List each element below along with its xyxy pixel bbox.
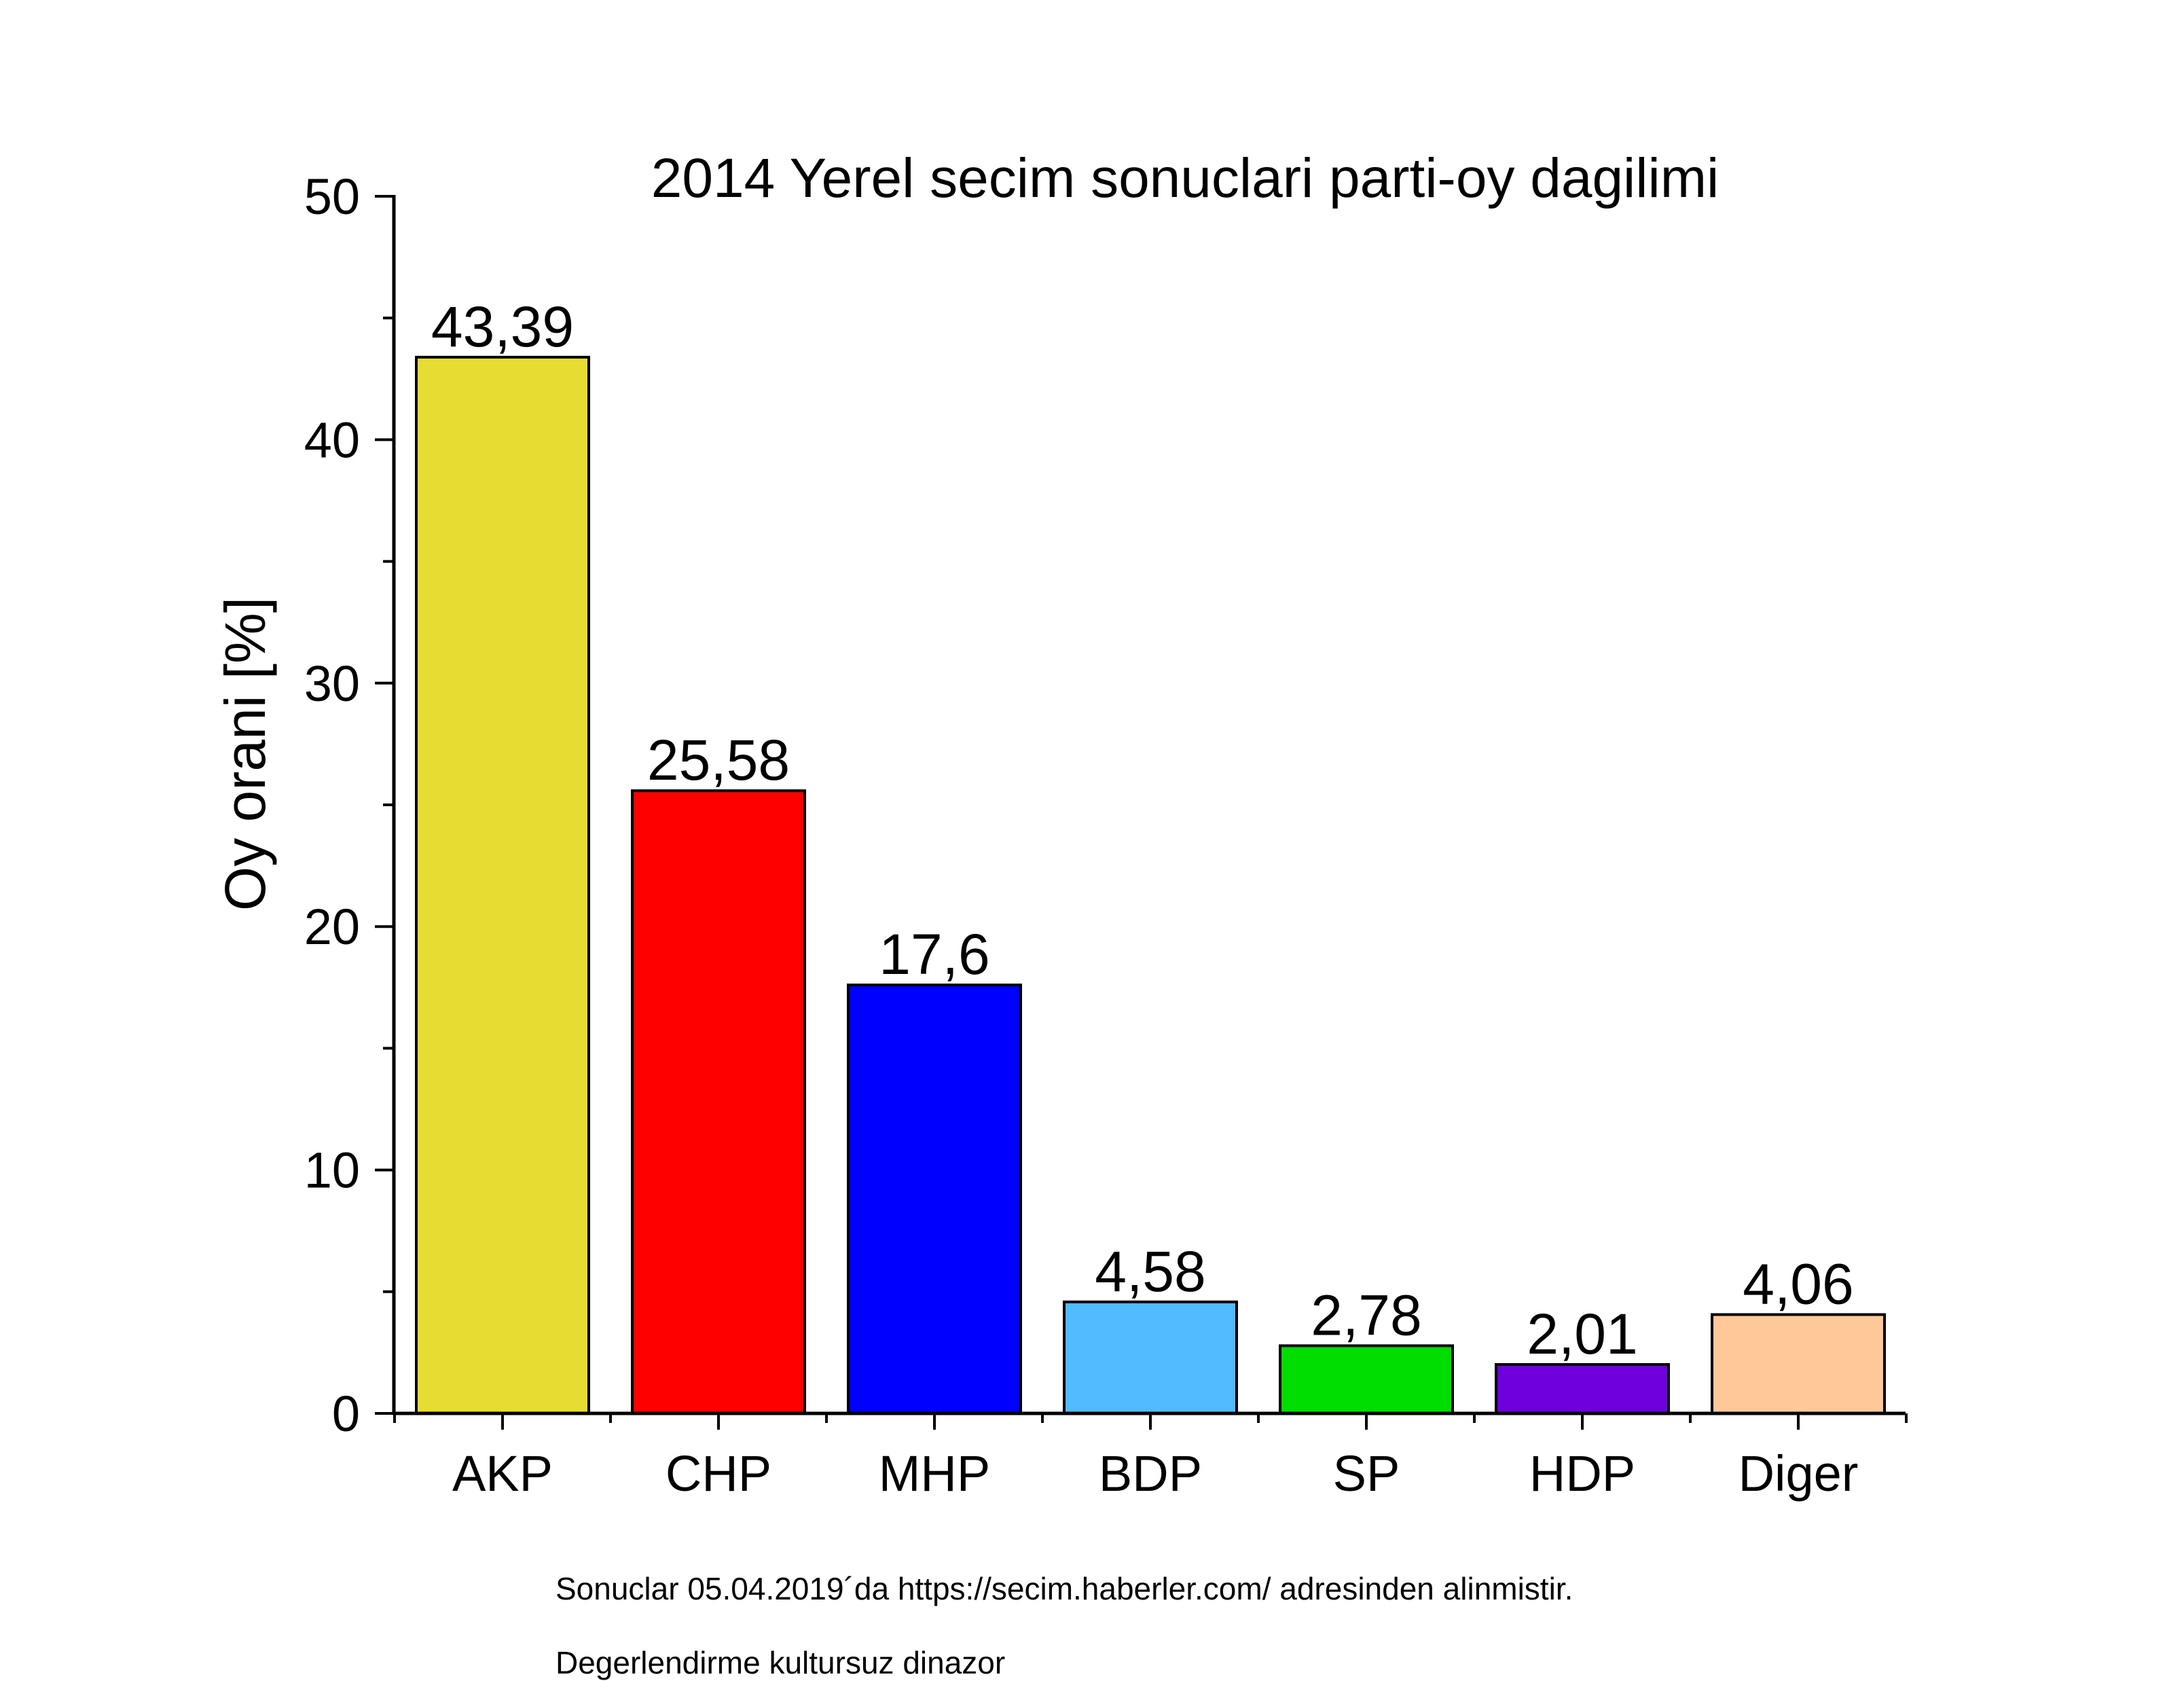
bar-chp [631, 789, 806, 1415]
data-label-hdp: 2,01 [1527, 1302, 1638, 1366]
data-label-mhp: 17,6 [879, 922, 990, 986]
data-label-chp: 25,58 [647, 728, 790, 792]
x-tick-label-hdp: HDP [1529, 1445, 1635, 1502]
source-note: Sonuclar 05.04.2019´da https://secim.hab… [556, 1571, 1573, 1606]
y-tick-label-30: 30 [304, 655, 360, 712]
x-tick-label-diger: Diger [1739, 1445, 1859, 1502]
bar-mhp [847, 983, 1022, 1415]
y-tick-label-50: 50 [304, 168, 360, 225]
chart-title: 2014 Yerel secim sonuclari parti-oy dagi… [651, 147, 1719, 209]
bar-sp [1279, 1344, 1454, 1415]
data-label-diger: 4,06 [1743, 1252, 1854, 1316]
y-tick-label-10: 10 [304, 1142, 360, 1199]
x-tick-label-akp: AKP [452, 1445, 553, 1502]
y-tick-label-20: 20 [304, 899, 360, 955]
bar-hdp [1495, 1362, 1670, 1415]
data-label-akp: 43,39 [431, 295, 574, 359]
y-tick-label-0: 0 [332, 1386, 360, 1442]
y-axis-label: Oy orani [%] [213, 597, 277, 911]
x-tick-label-sp: SP [1333, 1445, 1400, 1502]
bar-akp [415, 355, 590, 1415]
bar-bdp [1063, 1300, 1238, 1415]
x-tick-label-mhp: MHP [879, 1445, 990, 1502]
plot-area: 43,39 AKP 25,58 CHP 17,6 MHP 4,58 BDP 2,78 SP 2,01… [304, 168, 1908, 1502]
data-label-sp: 2,78 [1311, 1283, 1422, 1347]
bar-diger [1711, 1313, 1886, 1415]
y-tick-label-40: 40 [304, 412, 360, 468]
x-tick-label-bdp: BDP [1099, 1445, 1202, 1502]
data-label-bdp: 4,58 [1095, 1240, 1206, 1303]
x-tick-label-chp: CHP [666, 1445, 771, 1502]
evaluation-note: Degerlendirme kultursuz dinazor [556, 1645, 1006, 1680]
